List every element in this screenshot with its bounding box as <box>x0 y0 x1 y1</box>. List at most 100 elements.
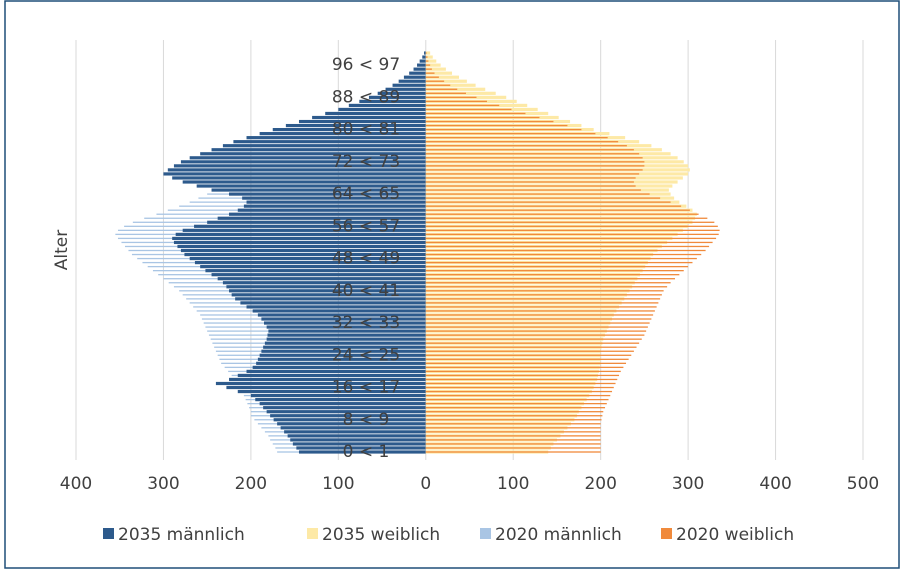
x-tick-label: 0 <box>420 474 431 494</box>
bar <box>425 407 606 409</box>
x-tick-label: 200 <box>235 474 267 494</box>
bar <box>425 298 661 300</box>
bar <box>425 274 680 276</box>
bar <box>368 95 426 99</box>
bar <box>231 293 426 297</box>
bar <box>424 51 426 55</box>
bar <box>425 221 715 223</box>
bar <box>240 301 426 305</box>
category-label: 40 < 41 <box>332 281 400 301</box>
x-tick-label: 300 <box>147 474 179 494</box>
x-tick-label: 400 <box>60 474 92 494</box>
bar <box>172 176 426 180</box>
bar <box>425 189 641 191</box>
bar <box>425 84 451 86</box>
bar <box>425 394 611 397</box>
bar <box>268 329 426 333</box>
legend-swatch <box>480 528 491 539</box>
bar <box>180 248 426 253</box>
bar <box>425 334 645 336</box>
bar <box>425 165 645 167</box>
bar <box>425 83 476 87</box>
legend-label: 2035 weiblich <box>322 525 440 545</box>
bar <box>425 326 648 328</box>
bar <box>425 80 445 82</box>
bar <box>413 67 426 71</box>
bar <box>246 200 426 204</box>
bar <box>425 177 636 179</box>
bar <box>425 173 640 175</box>
bar <box>425 120 554 123</box>
bar <box>252 365 426 369</box>
bar <box>298 450 426 454</box>
bar <box>425 245 710 248</box>
bar <box>425 185 636 187</box>
bar <box>425 217 708 219</box>
bar <box>425 205 682 207</box>
bar <box>425 318 652 320</box>
bar <box>200 152 426 156</box>
bar <box>425 302 659 304</box>
bar <box>173 164 426 168</box>
bar <box>184 252 426 257</box>
bar <box>237 373 426 378</box>
bar <box>425 201 671 203</box>
bar <box>205 269 426 273</box>
bar <box>419 59 426 63</box>
legend-label: 2020 männlich <box>495 525 622 545</box>
bar <box>257 313 426 317</box>
bar <box>425 411 604 413</box>
bar <box>425 55 433 59</box>
bar <box>167 168 426 172</box>
bar <box>292 442 426 446</box>
bar <box>263 406 426 410</box>
bar <box>237 389 426 394</box>
x-tick-label: 100 <box>497 474 529 494</box>
bar <box>217 277 426 281</box>
bar <box>229 289 426 293</box>
bar <box>425 197 661 199</box>
bar <box>246 136 426 140</box>
y-axis-title: Alter <box>52 230 72 270</box>
bar <box>425 286 668 288</box>
bar <box>425 153 640 155</box>
bar <box>257 357 426 361</box>
bar <box>290 438 426 442</box>
bar <box>425 415 603 417</box>
bar <box>422 55 426 59</box>
bar <box>270 414 426 418</box>
bar <box>377 91 426 95</box>
bar <box>425 137 608 139</box>
bar <box>425 382 616 385</box>
legend-swatch <box>307 528 318 539</box>
bar <box>266 325 426 329</box>
bar <box>252 309 426 313</box>
bar <box>425 241 713 244</box>
category-label: 24 < 25 <box>332 345 400 365</box>
bar <box>425 330 647 332</box>
bar <box>298 119 426 124</box>
x-tick-label: 500 <box>847 474 879 494</box>
bar <box>425 112 526 115</box>
bar <box>194 224 426 228</box>
bar <box>425 92 467 94</box>
bar <box>229 212 426 216</box>
bar <box>284 430 426 434</box>
bar <box>287 434 426 438</box>
bar <box>217 216 426 220</box>
bar <box>266 410 426 414</box>
bar <box>425 358 629 360</box>
bar <box>338 107 426 112</box>
bar <box>398 79 426 83</box>
bar <box>425 124 568 127</box>
bar <box>280 426 426 430</box>
bar <box>425 362 627 364</box>
bar <box>425 346 637 348</box>
bar <box>392 83 426 87</box>
bar <box>425 71 453 75</box>
bar <box>425 237 717 240</box>
bar <box>261 349 426 353</box>
bar <box>425 314 654 316</box>
x-tick-label: 300 <box>672 474 704 494</box>
bar <box>207 220 426 224</box>
